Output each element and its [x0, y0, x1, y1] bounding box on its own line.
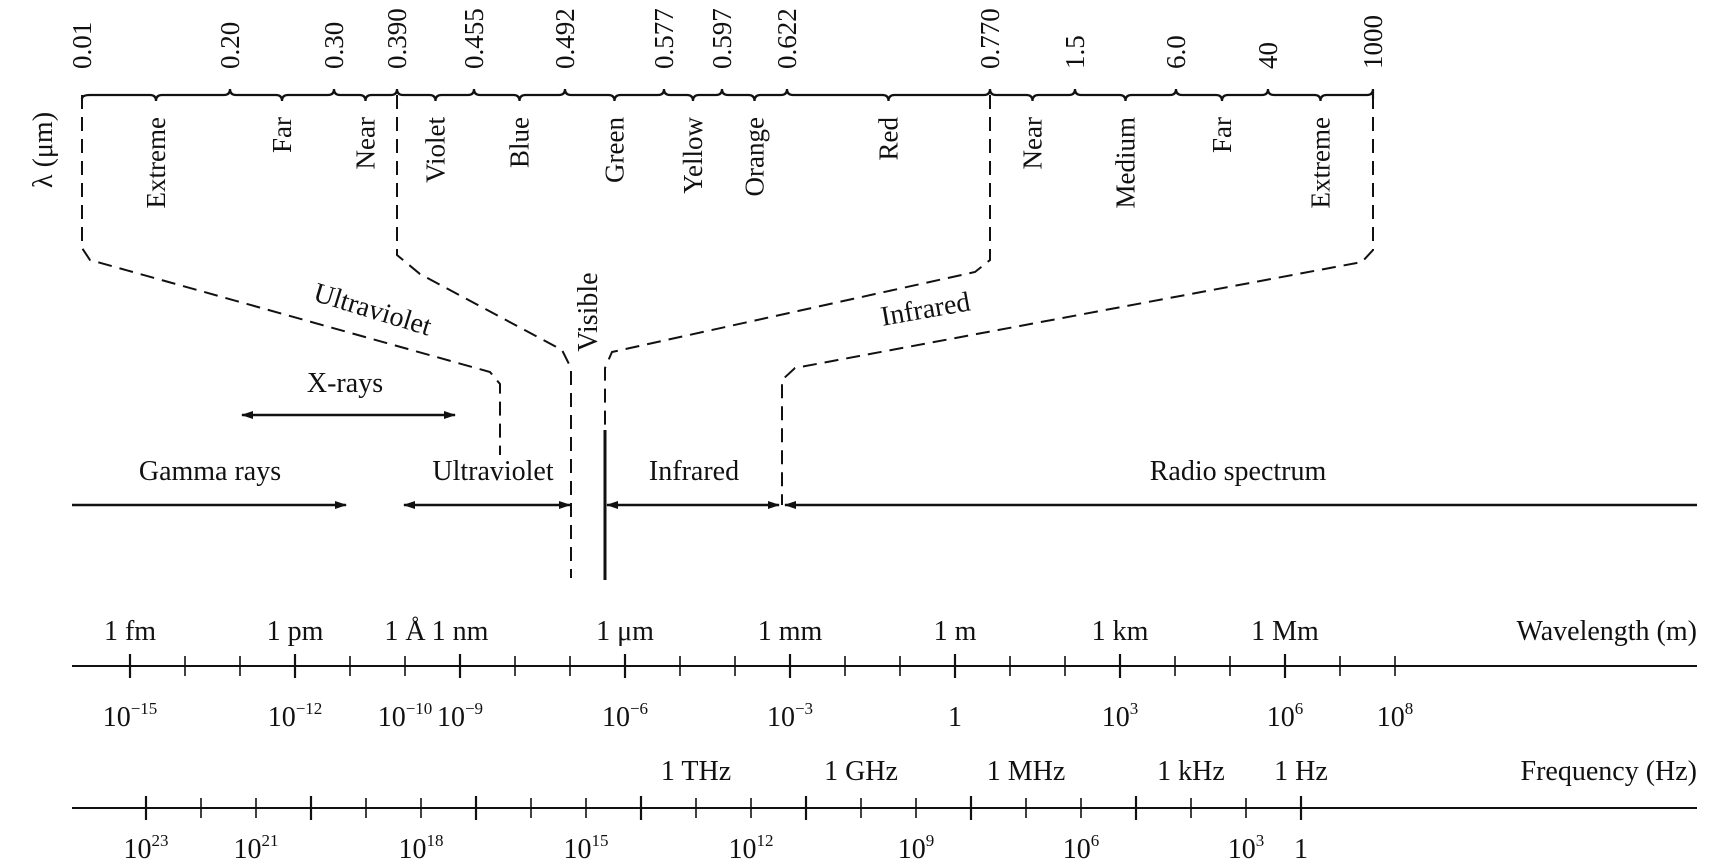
ultraviolet-group-label: Ultraviolet: [310, 277, 435, 342]
infrared-band-label: Infrared: [649, 456, 739, 487]
ultraviolet-band-label: Ultraviolet: [432, 456, 554, 487]
lambda-band-label: Orange: [740, 117, 770, 196]
spectrum-bands: X-rays Gamma rays Ultraviolet Infrared R…: [72, 368, 1697, 580]
infrared-group-label: Infrared: [878, 287, 972, 333]
wavelength-unit-label: 1 mm: [758, 616, 823, 647]
lambda-brace-line: [80, 88, 1375, 102]
radio-spectrum-label: Radio spectrum: [1150, 456, 1327, 487]
frequency-unit-label: 1 kHz: [1157, 756, 1225, 787]
wavelength-power-label: 1: [948, 702, 962, 733]
frequency-unit-label: 1 GHz: [824, 756, 898, 787]
ultraviolet-connector-left: [81, 95, 501, 455]
frequency-power-label: 106: [1063, 831, 1100, 865]
wavelength-power-labels: 10−15 10−12 10−10 10−9 10−6 10−3 1 103 106 108: [103, 699, 1414, 733]
wavelength-power-label: 10−15: [103, 699, 158, 733]
lambda-tick-label: 0.770: [975, 8, 1005, 69]
frequency-power-label: 1023: [124, 831, 169, 865]
lambda-band-label: Near: [1018, 117, 1048, 169]
lambda-band-label: Extreme: [141, 117, 171, 208]
lambda-tick-label: 6.0: [1161, 35, 1191, 69]
frequency-scale: 1 THz 1 GHz 1 MHz 1 kHz 1 Hz Frequency (Hz) …: [72, 756, 1697, 865]
infrared-connector-left: [604, 95, 991, 578]
lambda-tick-label: 0.622: [772, 8, 802, 69]
wavelength-power-label: 10−3: [767, 699, 813, 733]
wavelength-unit-label: 1 μm: [596, 616, 654, 647]
lambda-tick-label: 0.20: [215, 22, 245, 69]
lambda-band-label: Far: [267, 117, 297, 153]
frequency-power-labels: 1023 1021 1018 1015 1012 109 106 103 1: [124, 831, 1309, 865]
gamma-rays-label: Gamma rays: [139, 456, 281, 487]
lambda-band-label: Near: [351, 117, 381, 169]
wavelength-unit-label: 1 fm: [104, 616, 156, 647]
frequency-unit-label: 1 MHz: [987, 756, 1066, 787]
infrared-connector-right: [781, 95, 1374, 505]
wavelength-unit-label: 1 km: [1092, 616, 1149, 647]
lambda-band-labels: Extreme Far Near Violet Blue Green Yellow Orang…: [141, 116, 1336, 208]
wavelength-power-label: 108: [1377, 699, 1414, 733]
lambda-band-label: Yellow: [678, 116, 708, 193]
frequency-axis-title: Frequency (Hz): [1521, 756, 1697, 787]
lambda-band-label: Extreme: [1306, 117, 1336, 208]
frequency-power-label: 1015: [564, 831, 609, 865]
lambda-tick-label: 1.5: [1060, 35, 1090, 69]
wavelength-unit-label: 1 pm: [267, 616, 324, 647]
frequency-power-label: 1021: [234, 831, 279, 865]
wavelength-unit-label: 1 Mm: [1251, 616, 1319, 647]
frequency-power-label: 1: [1294, 834, 1308, 865]
lambda-tick-label: 40: [1253, 42, 1283, 69]
lambda-tick-label: 0.577: [649, 8, 679, 69]
lambda-band-label: Medium: [1111, 117, 1141, 209]
wavelength-power-label: 10−12: [268, 699, 323, 733]
xrays-label: X-rays: [307, 368, 383, 399]
wavelength-ticks: [128, 654, 1396, 678]
wavelength-unit-label: 1 m: [934, 616, 977, 647]
frequency-unit-label: 1 Hz: [1274, 756, 1328, 787]
frequency-unit-label: 1 THz: [661, 756, 731, 787]
lambda-tick-label: 0.597: [707, 8, 737, 69]
lambda-tick-label: 0.455: [459, 8, 489, 69]
lambda-tick-label: 0.30: [319, 22, 349, 69]
frequency-unit-labels: 1 THz 1 GHz 1 MHz 1 kHz 1 Hz: [661, 756, 1328, 787]
lambda-tick-labels: 0.01 0.20 0.30 0.390 0.455 0.492 0.577 0.597 0.6…: [67, 8, 1388, 69]
wavelength-unit-label: 1 Å: [384, 616, 426, 647]
wavelength-unit-label: 1 nm: [432, 616, 489, 647]
lambda-band-label: Far: [1207, 117, 1237, 153]
dashed-connectors: [81, 95, 1374, 578]
lambda-tick-label: 0.390: [382, 8, 412, 69]
wavelength-power-label: 103: [1102, 699, 1139, 733]
frequency-power-label: 1012: [729, 831, 774, 865]
visible-group-label: Visible: [573, 272, 604, 351]
wavelength-axis-title: Wavelength (m): [1517, 616, 1697, 647]
lambda-tick-label: 0.492: [550, 8, 580, 69]
frequency-ticks: [144, 796, 1303, 820]
lambda-axis-label: λ (μm): [28, 112, 59, 188]
wavelength-power-label: 10−10: [378, 699, 433, 733]
wavelength-power-label: 10−9: [437, 699, 483, 733]
lambda-tick-label: 0.01: [67, 22, 97, 69]
frequency-power-label: 109: [898, 831, 935, 865]
wavelength-power-label: 106: [1267, 699, 1304, 733]
lambda-band-label: Green: [600, 117, 630, 183]
frequency-power-label: 1018: [399, 831, 444, 865]
lambda-tick-label: 1000: [1358, 15, 1388, 69]
lambda-scale: λ (μm) 0.01 0.20 0.30 0.390 0.455 0.492 0.577 0…: [28, 8, 1388, 208]
lambda-band-label: Blue: [505, 117, 535, 168]
wavelength-power-label: 10−6: [602, 699, 648, 733]
ultraviolet-connector-right: [396, 95, 572, 578]
lambda-band-label: Violet: [421, 117, 451, 183]
frequency-power-label: 103: [1228, 831, 1265, 865]
lambda-band-label: Red: [874, 117, 904, 161]
